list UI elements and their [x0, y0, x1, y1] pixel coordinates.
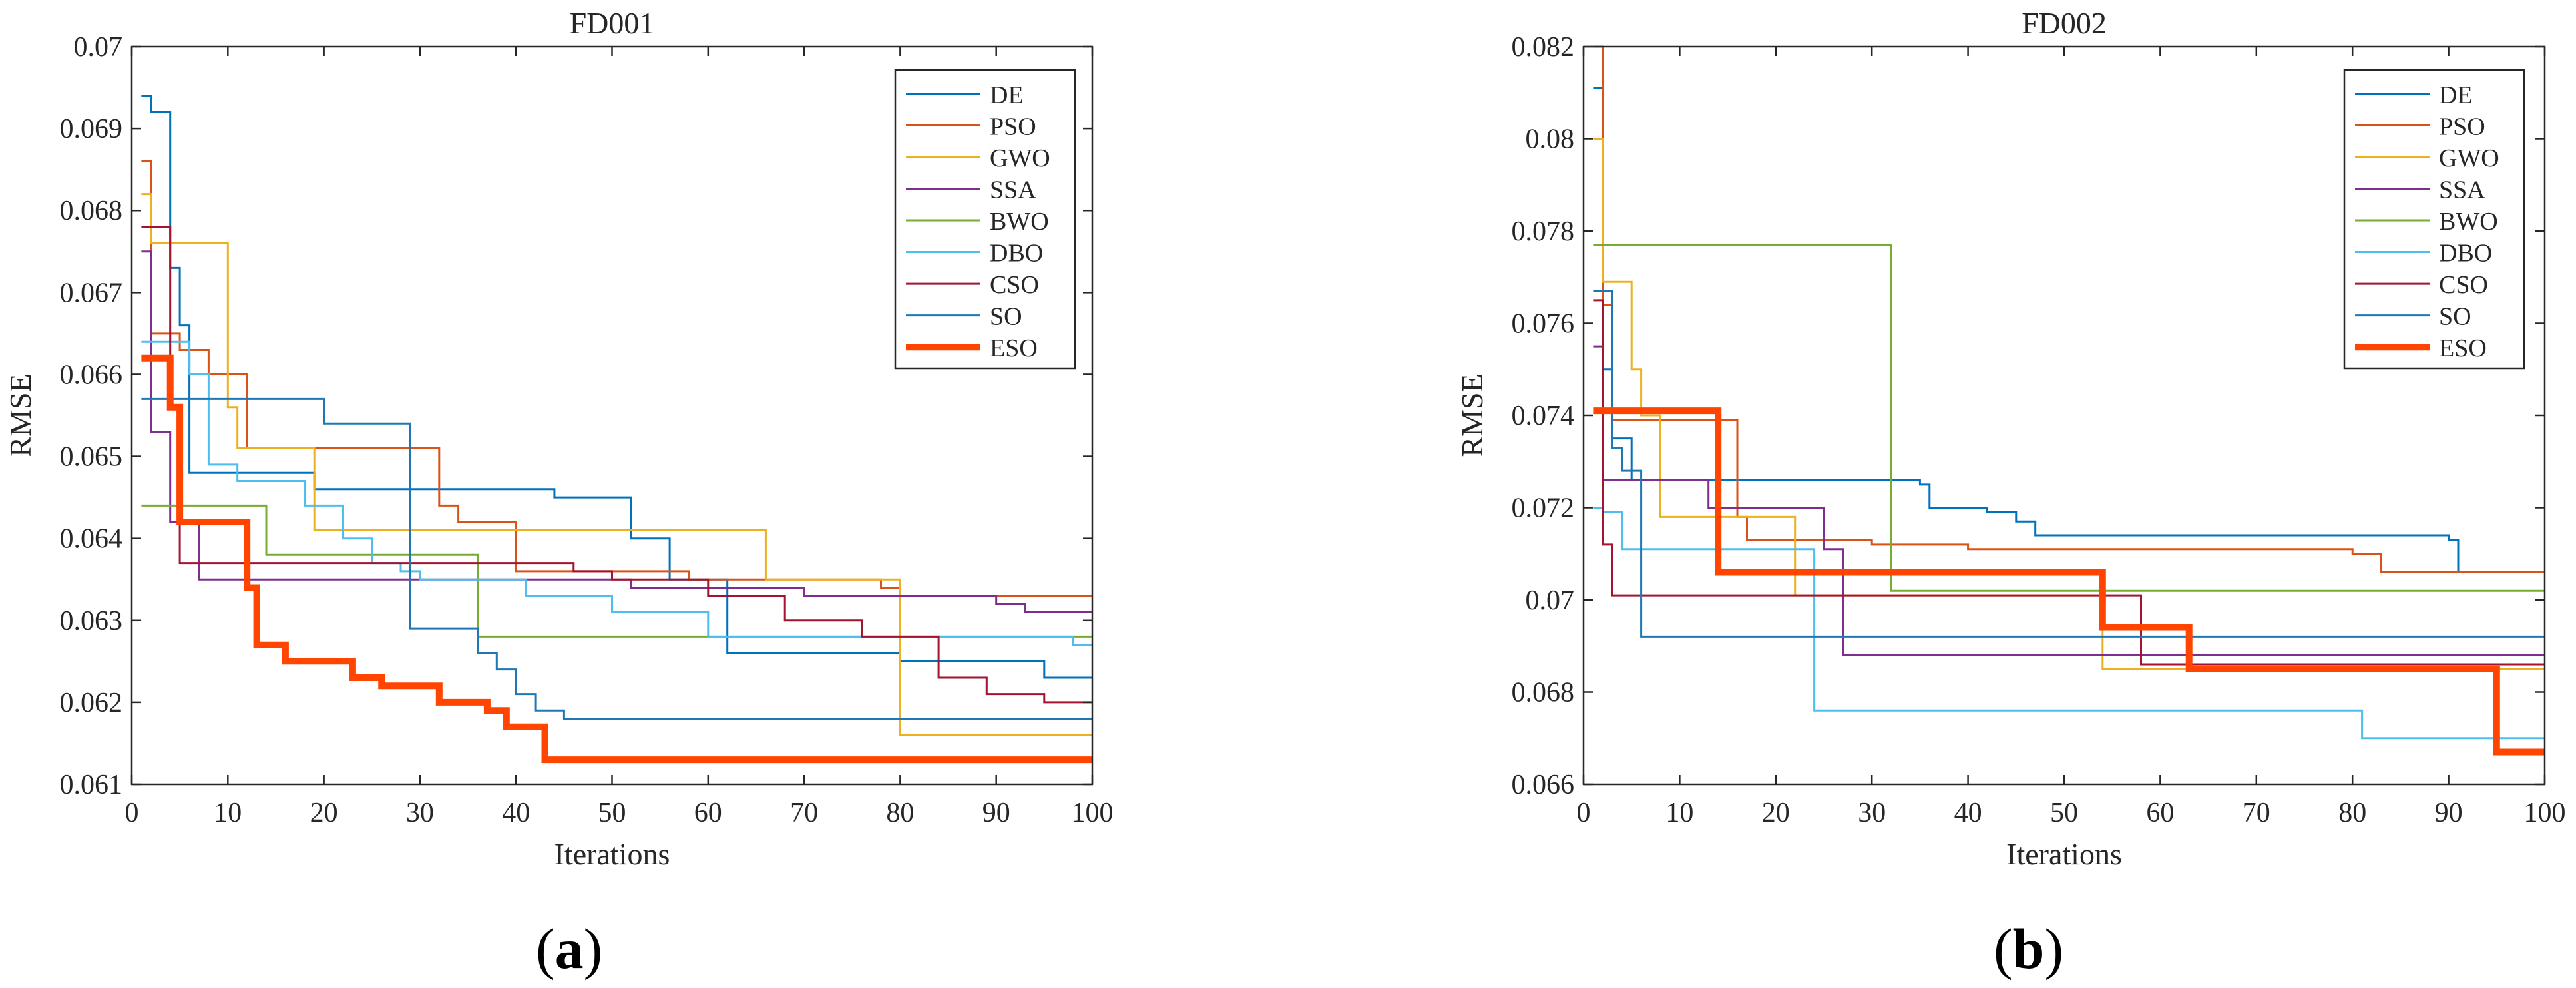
series-group: [141, 95, 1092, 764]
x-tick-label: 20: [310, 798, 338, 828]
legend-box: [2343, 69, 2525, 370]
series-line-eso: [141, 354, 1092, 764]
y-tick-label: 0.076: [1512, 309, 1575, 340]
x-tick-label: 40: [502, 798, 530, 828]
legend-label-so: SO: [2439, 303, 2471, 331]
x-tick-label: 40: [1954, 798, 1982, 828]
legend: DE PSO GWO SSA BWO DBO CSO SO ESO: [2343, 69, 2525, 370]
series-line-eso: [1593, 407, 2545, 756]
panel-letter-b: b: [2012, 917, 2045, 981]
x-axis-label: Iterations: [554, 837, 670, 871]
y-tick-label: 0.068: [1512, 678, 1575, 708]
legend-label-cso: CSO: [990, 271, 1039, 299]
y-tick-label: 0.068: [60, 196, 123, 226]
chart-title: FD001: [570, 6, 655, 40]
x-tick-label: 60: [2146, 798, 2174, 828]
y-tick-label: 0.065: [60, 442, 123, 473]
series-line-ssa: [141, 250, 1092, 613]
y-tick-label: 0.063: [60, 606, 123, 636]
x-tick-label: 20: [1762, 798, 1790, 828]
y-tick-label: 0.08: [1526, 124, 1575, 155]
x-tick-label: 50: [598, 798, 626, 828]
x-tick-label: 70: [2243, 798, 2270, 828]
y-axis-label: RMSE: [1455, 373, 1489, 457]
y-tick-label: 0.066: [60, 360, 123, 390]
legend-label-ssa: SSA: [2439, 176, 2485, 204]
series-line-cso: [141, 226, 1092, 704]
legend-label-ssa: SSA: [990, 176, 1036, 204]
legend-label-de: DE: [990, 81, 1024, 109]
x-tick-label: 90: [2435, 798, 2463, 828]
panel-letter-a: a: [554, 917, 584, 981]
x-tick-label: 10: [1665, 798, 1693, 828]
x-tick-label: 90: [982, 798, 1010, 828]
x-tick-label: 30: [406, 798, 434, 828]
series-group: [1593, 45, 2545, 756]
legend-label-gwo: GWO: [2439, 144, 2499, 172]
legend-label-eso: ESO: [2439, 334, 2487, 362]
series-line-cso: [1593, 299, 2545, 666]
x-tick-label: 80: [886, 798, 914, 828]
legend-label-eso: ESO: [990, 334, 1038, 362]
x-tick-label: 100: [1072, 798, 1114, 828]
y-tick-label: 0.082: [1512, 32, 1575, 63]
legend-label-bwo: BWO: [2439, 208, 2498, 236]
x-tick-label: 100: [2524, 798, 2566, 828]
legend-label-so: SO: [990, 303, 1022, 331]
y-tick-label: 0.07: [1526, 585, 1575, 616]
legend-box: [894, 69, 1076, 370]
series-line-gwo: [141, 193, 1092, 736]
x-tick-label: 0: [125, 798, 139, 828]
chart-title: FD002: [2022, 6, 2107, 40]
chart-fd002: 0 10 20 30 40 50 60 70 80 90 100 0.066 0.068 0.07 0.07…: [1455, 6, 2566, 871]
series-line-bwo: [141, 504, 1092, 638]
x-tick-label: 10: [214, 798, 242, 828]
x-tick-label: 30: [1858, 798, 1886, 828]
legend-label-pso: PSO: [2439, 113, 2485, 140]
panel-label-b: (b): [1994, 917, 2064, 981]
x-tick-label: 50: [2050, 798, 2078, 828]
y-tick-label: 0.072: [1512, 493, 1575, 524]
y-tick-label: 0.061: [60, 770, 123, 800]
y-tick-label: 0.069: [60, 114, 123, 144]
legend-label-dbo: DBO: [990, 240, 1043, 268]
legend-label-gwo: GWO: [990, 144, 1050, 172]
y-tick-label: 0.074: [1512, 401, 1575, 431]
y-tick-label: 0.078: [1512, 216, 1575, 247]
x-tick-label: 0: [1577, 798, 1591, 828]
series-line-bwo: [1593, 244, 2545, 592]
x-tick-label: 70: [790, 798, 818, 828]
y-tick-label: 0.066: [1512, 770, 1575, 800]
panel-label-a: (a): [536, 917, 603, 981]
series-line-so: [1593, 290, 2545, 638]
x-axis-label: Iterations: [2006, 837, 2122, 871]
legend-label-cso: CSO: [2439, 271, 2488, 299]
series-line-so: [141, 397, 1092, 720]
legend-label-bwo: BWO: [990, 208, 1049, 236]
y-tick-label: 0.064: [60, 524, 123, 555]
legend-label-pso: PSO: [990, 113, 1036, 140]
y-tick-label: 0.067: [60, 278, 123, 308]
x-tick-label: 80: [2338, 798, 2366, 828]
chart-fd001: 0 10 20 30 40 50 60 70 80 90 100 0.061 0.062 0.063 0.0…: [3, 6, 1114, 871]
y-tick-label: 0.062: [60, 688, 123, 718]
legend-label-dbo: DBO: [2439, 240, 2492, 268]
y-tick-label: 0.07: [74, 32, 123, 63]
x-tick-label: 60: [694, 798, 722, 828]
legend-label-de: DE: [2439, 81, 2473, 109]
legend: DE PSO GWO SSA BWO DBO CSO SO ESO: [894, 69, 1076, 370]
y-axis-label: RMSE: [3, 373, 37, 457]
